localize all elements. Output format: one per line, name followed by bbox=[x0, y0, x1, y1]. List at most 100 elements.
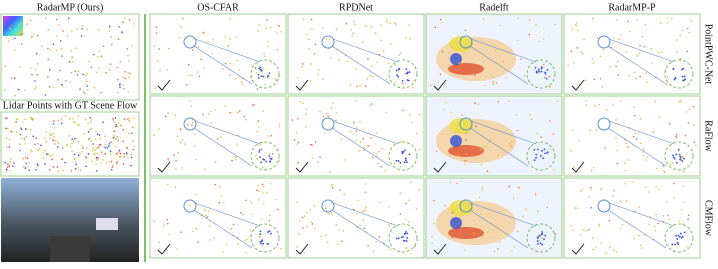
point bbox=[613, 37, 615, 39]
point bbox=[19, 149, 21, 152]
point bbox=[269, 26, 272, 29]
point bbox=[222, 251, 225, 253]
point bbox=[313, 204, 316, 207]
point bbox=[181, 18, 184, 20]
point bbox=[297, 161, 300, 164]
point bbox=[47, 153, 49, 156]
point bbox=[484, 145, 486, 148]
point bbox=[685, 246, 688, 248]
point bbox=[64, 161, 66, 164]
point bbox=[115, 162, 118, 164]
point bbox=[128, 119, 130, 121]
inset-point bbox=[408, 71, 411, 73]
point bbox=[314, 140, 317, 143]
point bbox=[122, 163, 125, 165]
point bbox=[418, 113, 421, 116]
point bbox=[224, 105, 227, 107]
point bbox=[642, 148, 645, 150]
point bbox=[236, 143, 239, 145]
heat-blob bbox=[450, 135, 462, 147]
point bbox=[600, 242, 602, 245]
point bbox=[693, 141, 696, 143]
point bbox=[640, 247, 643, 249]
point bbox=[319, 110, 321, 113]
point bbox=[538, 40, 540, 43]
point bbox=[179, 127, 181, 130]
point bbox=[181, 26, 183, 28]
inset-point bbox=[544, 152, 547, 155]
point bbox=[335, 111, 338, 114]
point bbox=[271, 152, 274, 155]
inset-point bbox=[675, 161, 678, 164]
point bbox=[70, 50, 72, 52]
point bbox=[177, 151, 179, 154]
point bbox=[260, 148, 263, 151]
point bbox=[108, 161, 110, 163]
inset-point bbox=[402, 150, 405, 153]
point bbox=[654, 100, 657, 103]
point bbox=[64, 115, 67, 117]
point bbox=[82, 73, 84, 76]
point bbox=[156, 60, 159, 62]
zoom-circle bbox=[183, 117, 197, 131]
point bbox=[648, 223, 651, 226]
point bbox=[570, 225, 573, 227]
point bbox=[124, 70, 126, 73]
point bbox=[378, 236, 381, 238]
point bbox=[685, 111, 688, 113]
point bbox=[159, 70, 161, 72]
point bbox=[481, 186, 484, 189]
point bbox=[115, 138, 117, 140]
point bbox=[261, 166, 264, 169]
point bbox=[52, 123, 55, 125]
point bbox=[516, 230, 519, 233]
point bbox=[52, 43, 55, 45]
point bbox=[356, 213, 358, 215]
point bbox=[311, 28, 313, 30]
point bbox=[81, 151, 83, 153]
point bbox=[502, 60, 505, 63]
point bbox=[411, 121, 413, 124]
point bbox=[548, 75, 551, 78]
inset-point bbox=[672, 68, 675, 71]
point bbox=[395, 24, 398, 26]
point bbox=[176, 248, 179, 250]
point bbox=[658, 116, 660, 118]
point bbox=[191, 49, 194, 51]
point bbox=[100, 91, 102, 94]
point bbox=[74, 122, 76, 124]
point bbox=[256, 130, 259, 133]
point bbox=[90, 66, 93, 69]
zoom-circle bbox=[597, 199, 611, 213]
point bbox=[34, 68, 37, 71]
point bbox=[29, 19, 32, 22]
point bbox=[378, 201, 381, 204]
point bbox=[32, 135, 34, 138]
inset-point bbox=[403, 161, 406, 164]
radarmp-panel bbox=[0, 13, 140, 101]
point bbox=[108, 143, 111, 145]
point bbox=[49, 137, 51, 140]
inset-point bbox=[540, 66, 543, 68]
point bbox=[355, 68, 357, 70]
inset-point bbox=[546, 151, 549, 154]
point bbox=[596, 36, 598, 39]
point bbox=[34, 87, 37, 90]
inset-point bbox=[403, 239, 405, 242]
point bbox=[444, 204, 446, 207]
point bbox=[296, 201, 298, 204]
point bbox=[654, 229, 657, 232]
point bbox=[30, 117, 33, 119]
inset-point bbox=[258, 151, 261, 153]
point bbox=[23, 137, 26, 140]
point bbox=[592, 62, 595, 64]
point bbox=[123, 156, 126, 158]
point bbox=[35, 86, 37, 88]
point bbox=[222, 201, 225, 204]
point bbox=[132, 148, 134, 151]
point bbox=[481, 236, 484, 239]
zoom-inset bbox=[526, 141, 556, 171]
point bbox=[108, 145, 110, 147]
point bbox=[158, 128, 160, 130]
point bbox=[179, 141, 182, 144]
